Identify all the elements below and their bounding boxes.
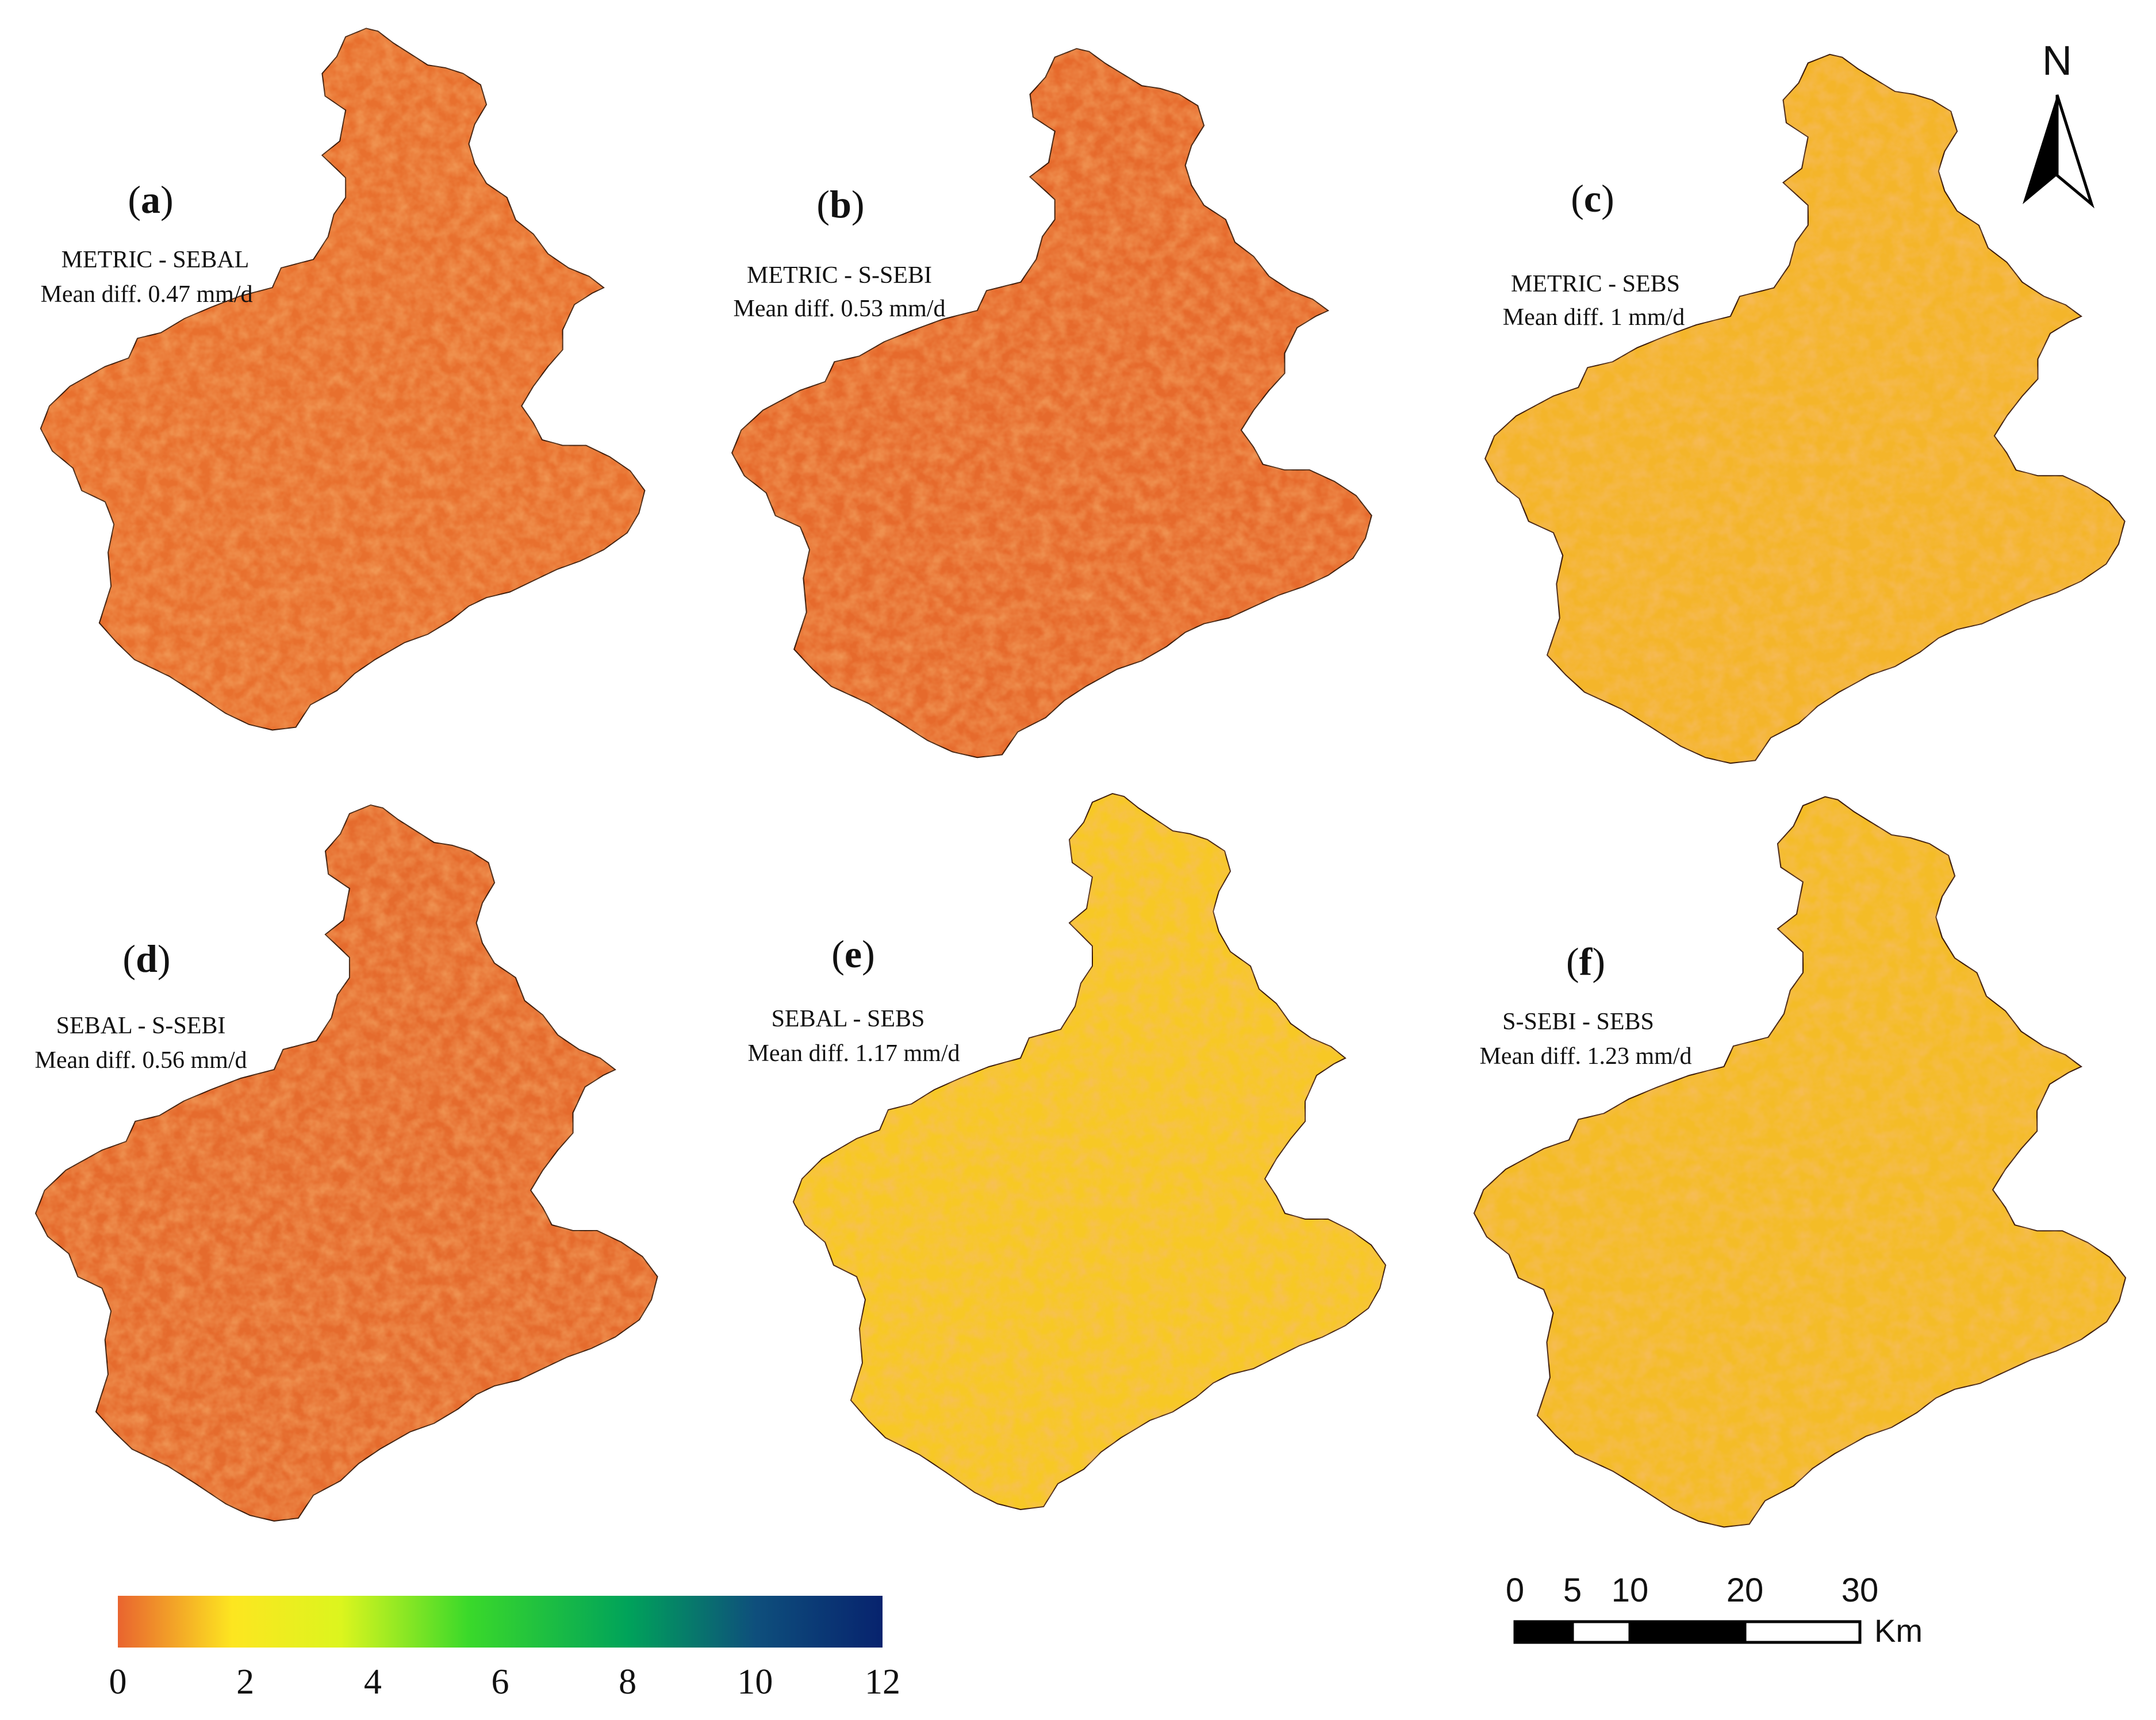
panel-title-a: METRIC - SEBAL [62,247,250,273]
scale-bar-segment [1743,1620,1862,1644]
scale-bar-tick-label: 30 [1842,1572,1879,1609]
north-label: N [2042,38,2072,84]
panel-title-f: S-SEBI - SEBS [1502,1009,1654,1035]
map-panel-e [793,793,1386,1510]
panel-title-e: SEBAL - SEBS [772,1006,925,1032]
panel-title-c: METRIC - SEBS [1511,271,1680,297]
panel-letter-e: (e) [831,932,875,976]
scale-bar-tick-label: 0 [1506,1572,1524,1609]
scale-bar-segment [1628,1620,1747,1644]
panel-title-d: SEBAL - S-SEBI [56,1013,226,1039]
colorbar-tick-label: 0 [109,1662,127,1702]
colorbar-tick-label: 6 [492,1662,509,1702]
scale-bar: 0 5 10 20 30 Km [1506,1572,1923,1649]
panel-subtitle-b: Mean diff. 0.53 mm/d [733,296,945,322]
panel-subtitle-d: Mean diff. 0.56 mm/d [34,1047,247,1074]
panel-subtitle-e: Mean diff. 1.17 mm/d [747,1040,960,1067]
colorbar-tick-label: 4 [364,1662,382,1702]
scale-bar-tick-label: 5 [1563,1572,1582,1609]
map-panel-f [1473,796,2127,1528]
panel-letter-b: (b) [816,182,864,226]
map-panel-d [34,804,658,1522]
scale-unit: Km [1874,1612,1923,1649]
colorbar: 0 2 4 6 8 10 12 [109,1596,901,1702]
colorbar-tick-label: 8 [619,1662,636,1702]
panel-letter-f: (f) [1566,940,1605,983]
north-arrow-icon: N [2023,38,2094,209]
panel-letter-d: (d) [122,937,170,980]
colorbar-tick-label: 12 [865,1662,900,1702]
colorbar-ramp [118,1596,883,1648]
panel-subtitle-a: Mean diff. 0.47 mm/d [40,281,252,308]
map-panel-c [1484,53,2126,764]
panel-title-b: METRIC - S-SEBI [747,262,932,289]
colorbar-tick-label: 10 [737,1662,773,1702]
map-panel-a [40,28,646,731]
panel-subtitle-f: Mean diff. 1.23 mm/d [1479,1043,1691,1070]
scale-bar-segment [1513,1620,1574,1644]
colorbar-tick-label: 2 [236,1662,254,1702]
panel-subtitle-c: Mean diff. 1 mm/d [1503,304,1685,331]
scale-bar-tick-label: 10 [1612,1572,1649,1609]
scale-bar-tick-label: 20 [1727,1572,1764,1609]
scale-bar-segment [1571,1620,1632,1644]
panel-letter-a: (a) [128,178,173,221]
colorbar-ticks: 0 2 4 6 8 10 12 [109,1662,901,1702]
panel-letter-c: (c) [1571,177,1614,220]
map-panel-b [731,48,1372,759]
